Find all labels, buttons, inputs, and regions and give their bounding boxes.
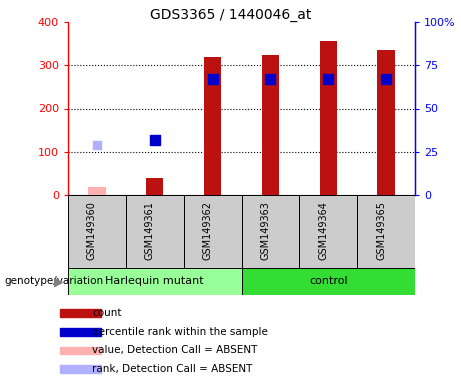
Text: GSM149362: GSM149362 bbox=[202, 201, 213, 260]
Text: GSM149364: GSM149364 bbox=[318, 201, 328, 260]
Bar bbox=[68, 195, 126, 268]
Text: GSM149361: GSM149361 bbox=[145, 201, 155, 260]
Bar bbox=[204, 56, 221, 195]
Bar bbox=[262, 55, 279, 195]
Bar bbox=[146, 178, 164, 195]
Text: GSM149363: GSM149363 bbox=[260, 201, 271, 260]
Text: GDS3365 / 1440046_at: GDS3365 / 1440046_at bbox=[150, 8, 311, 22]
Bar bbox=[242, 268, 415, 295]
Bar bbox=[242, 195, 299, 268]
Text: Harlequin mutant: Harlequin mutant bbox=[106, 276, 204, 286]
Bar bbox=[319, 41, 337, 195]
Point bbox=[267, 76, 274, 82]
Bar bbox=[299, 195, 357, 268]
Point bbox=[325, 76, 332, 82]
Bar bbox=[88, 187, 106, 195]
Text: percentile rank within the sample: percentile rank within the sample bbox=[92, 327, 268, 337]
Point bbox=[209, 76, 216, 82]
Bar bbox=[357, 195, 415, 268]
Bar bbox=[60, 365, 101, 373]
Bar bbox=[60, 347, 101, 354]
Bar bbox=[126, 195, 183, 268]
Point bbox=[93, 142, 100, 148]
Point bbox=[151, 137, 159, 143]
Bar bbox=[183, 195, 242, 268]
Text: genotype/variation: genotype/variation bbox=[5, 276, 104, 286]
Bar bbox=[60, 328, 101, 336]
Text: ▶: ▶ bbox=[54, 275, 64, 288]
Bar bbox=[60, 309, 101, 317]
Bar bbox=[378, 50, 395, 195]
Text: count: count bbox=[92, 308, 122, 318]
Bar bbox=[68, 268, 242, 295]
Text: value, Detection Call = ABSENT: value, Detection Call = ABSENT bbox=[92, 345, 258, 356]
Text: GSM149360: GSM149360 bbox=[87, 201, 97, 260]
Text: GSM149365: GSM149365 bbox=[376, 201, 386, 260]
Text: control: control bbox=[309, 276, 348, 286]
Text: rank, Detection Call = ABSENT: rank, Detection Call = ABSENT bbox=[92, 364, 253, 374]
Point bbox=[382, 76, 390, 82]
